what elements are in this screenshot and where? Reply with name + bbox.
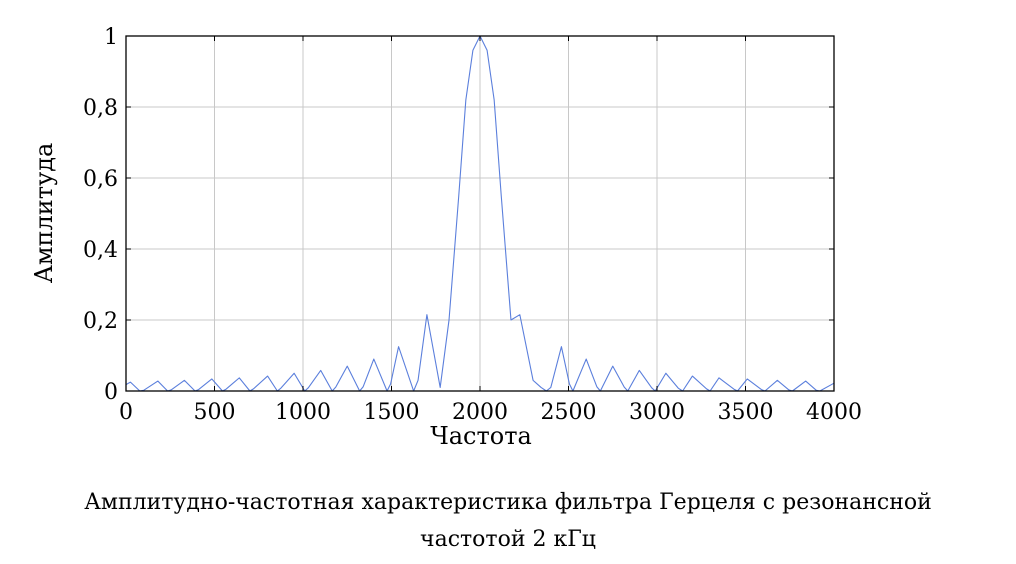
x-tick-label: 500 [194,400,236,425]
y-tick-label: 1 [104,25,118,50]
y-tick-label: 0,4 [83,238,118,263]
y-tick-label: 0,8 [83,96,118,121]
x-tick-label: 3000 [629,400,685,425]
x-tick-label: 4000 [806,400,862,425]
y-tick-label: 0 [104,380,118,405]
x-tick-label: 1000 [275,400,331,425]
x-tick-label: 0 [119,400,133,425]
grid [125,35,835,392]
tick-labels: 0 500 1000 1500 2000 2500 3000 3500 4000 0 0,2 0,4 0… [83,25,862,425]
y-axis-label: Амплитуда [30,143,58,284]
ticks [125,35,835,392]
x-axis-label: Частота [430,422,532,450]
x-tick-label: 2500 [541,400,597,425]
x-tick-label: 1500 [364,400,420,425]
caption-line-1: Амплитудно-частотная характеристика филь… [84,490,932,515]
x-tick-label: 3500 [718,400,774,425]
caption-line-2: частотой 2 кГц [420,527,596,552]
y-tick-label: 0,2 [83,309,118,334]
chart: 0 500 1000 1500 2000 2500 3000 3500 4000 0 0,2 0,4 0… [30,25,862,450]
figure-caption: Амплитудно-частотная характеристика филь… [0,484,1016,558]
y-tick-label: 0,6 [83,167,118,192]
x-tick-label: 2000 [452,400,508,425]
